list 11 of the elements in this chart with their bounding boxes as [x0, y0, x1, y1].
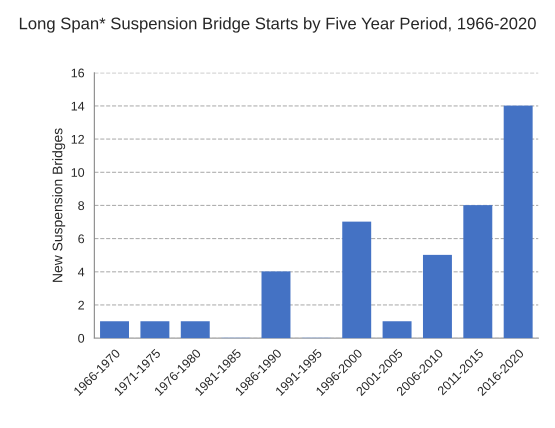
chart-title: Long Span* Suspension Bridge Starts by Five Year Period, 1966-2020 [20, 17, 536, 33]
y-tick-label: 2 [78, 300, 84, 310]
y-tick-label: 14 [72, 102, 84, 110]
y-tick-label: 10 [72, 168, 84, 177]
y-tick-label: 0 [78, 334, 84, 343]
y-tick-label: 8 [78, 201, 84, 210]
y-axis-title: New Suspension Bridges [52, 128, 66, 282]
y-tick-label: 4 [78, 268, 84, 276]
y-tick-label: 12 [72, 134, 84, 144]
y-tick-label: 6 [78, 234, 84, 244]
y-tick-label: 16 [72, 68, 84, 78]
